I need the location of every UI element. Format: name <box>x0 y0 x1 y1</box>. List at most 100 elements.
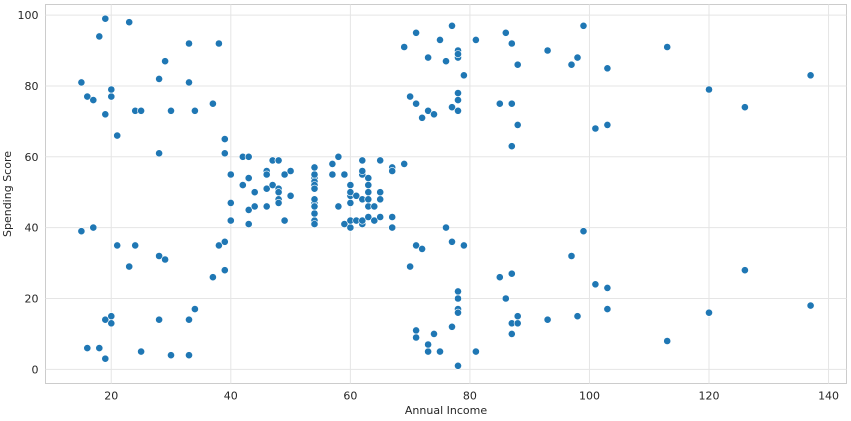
data-point <box>543 46 552 55</box>
data-point <box>436 347 444 356</box>
data-point <box>125 262 134 271</box>
data-point <box>220 135 229 143</box>
x-tick-label: 20 <box>104 390 118 403</box>
data-point <box>501 294 510 303</box>
data-point <box>741 103 749 112</box>
data-point <box>214 241 223 250</box>
data-point <box>280 216 289 225</box>
data-point <box>161 255 169 264</box>
y-tick-label: 80 <box>25 80 39 93</box>
data-point <box>334 202 343 211</box>
data-point <box>286 191 295 200</box>
data-point <box>663 43 672 51</box>
y-tick-labels: 0 20 40 60 80 100 <box>18 9 39 376</box>
data-point <box>185 39 193 48</box>
data-point <box>376 213 385 221</box>
data-point <box>412 241 420 250</box>
data-point <box>364 213 373 221</box>
data-point <box>573 53 582 62</box>
data-point <box>286 167 295 175</box>
data-point <box>400 159 409 168</box>
data-point <box>250 202 259 211</box>
data-point <box>101 315 110 324</box>
x-tick-label: 40 <box>224 390 238 403</box>
data-point <box>244 205 253 214</box>
data-point <box>418 244 426 253</box>
data-point <box>376 188 385 197</box>
data-point <box>579 21 588 30</box>
data-point <box>567 252 576 260</box>
data-point <box>400 43 409 51</box>
data-point <box>95 32 104 41</box>
y-tick-label: 40 <box>25 222 39 235</box>
data-point <box>806 71 815 80</box>
data-point <box>507 329 516 338</box>
data-point <box>663 337 672 345</box>
data-point <box>83 344 92 352</box>
data-point <box>155 252 163 260</box>
data-point <box>543 315 552 324</box>
data-point <box>579 227 588 236</box>
data-point <box>334 152 343 161</box>
data-point <box>459 71 468 80</box>
data-point <box>406 262 414 271</box>
data-point <box>424 340 432 349</box>
data-point <box>358 156 367 165</box>
data-point <box>471 36 480 44</box>
data-point <box>310 163 319 172</box>
y-axis-label: Spending Score <box>1 151 14 237</box>
data-point <box>471 347 480 356</box>
data-point <box>280 170 289 179</box>
data-point <box>155 315 163 324</box>
x-tick-label: 60 <box>343 390 357 403</box>
data-point <box>137 106 145 115</box>
data-point <box>161 57 169 66</box>
data-point <box>806 301 815 310</box>
data-point <box>388 213 397 221</box>
data-point <box>412 333 420 342</box>
data-point <box>155 149 163 158</box>
data-point <box>101 354 110 363</box>
data-point <box>89 96 98 104</box>
data-point <box>448 103 456 112</box>
data-point <box>107 319 116 328</box>
data-point <box>513 312 522 321</box>
data-point <box>346 198 355 207</box>
x-tick-label: 80 <box>463 390 477 403</box>
data-point <box>430 329 438 338</box>
data-point <box>459 241 468 250</box>
data-point <box>370 202 379 211</box>
data-point <box>412 99 420 108</box>
data-point <box>328 170 337 179</box>
data-point <box>113 131 122 140</box>
data-point <box>705 85 713 94</box>
x-tick-label: 120 <box>699 390 720 403</box>
data-point <box>185 315 193 324</box>
data-point <box>155 75 163 83</box>
data-point <box>412 326 420 335</box>
data-point <box>328 159 337 168</box>
data-point <box>346 188 355 197</box>
data-point <box>107 92 116 101</box>
data-point <box>167 106 175 115</box>
data-point <box>364 174 373 182</box>
data-point <box>190 305 199 313</box>
data-point <box>262 170 271 179</box>
data-point <box>424 106 432 115</box>
data-points <box>77 14 815 370</box>
data-point <box>274 198 283 207</box>
data-point <box>454 89 462 97</box>
data-point <box>220 237 229 246</box>
data-point <box>107 85 116 94</box>
data-point <box>507 269 516 278</box>
data-point <box>507 39 516 48</box>
data-point <box>185 78 193 87</box>
data-point <box>448 322 456 331</box>
data-point <box>214 39 223 48</box>
data-point <box>442 57 450 66</box>
y-tick-label: 60 <box>25 151 39 164</box>
data-point <box>364 181 373 189</box>
data-point <box>310 184 319 193</box>
data-point <box>513 319 522 328</box>
